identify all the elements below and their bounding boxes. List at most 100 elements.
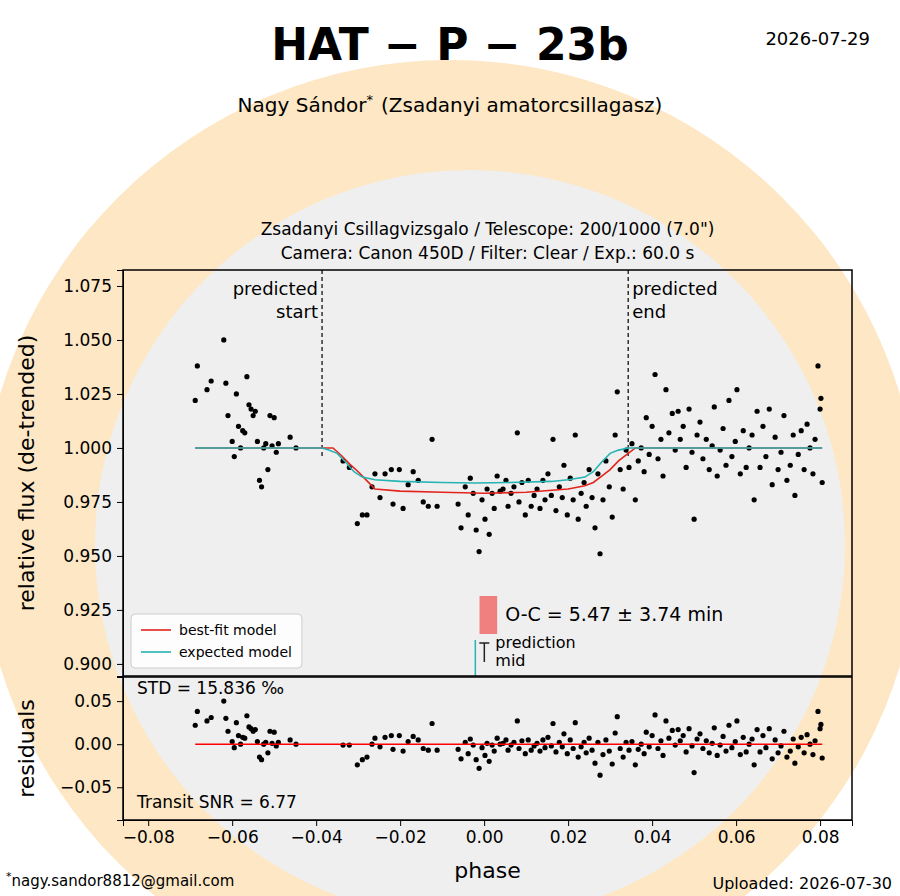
legend-label: expected model	[179, 644, 292, 660]
data-point	[610, 761, 615, 766]
data-point	[636, 458, 641, 463]
t-stem	[484, 643, 486, 662]
tick: 0.05	[74, 691, 123, 711]
data-point	[568, 737, 573, 742]
data-point	[720, 734, 725, 739]
data-point	[429, 437, 434, 442]
instrument-line: Camera: Canon 450D / Filter: Clear / Exp…	[281, 243, 695, 263]
data-point	[529, 504, 534, 509]
data-point	[411, 734, 416, 739]
data-point	[372, 471, 377, 476]
data-point	[718, 742, 723, 747]
data-point	[647, 452, 652, 457]
plot-frame	[123, 270, 852, 676]
tick-mark	[117, 787, 123, 788]
prediction-mid-label: prediction	[495, 633, 575, 652]
tick: 0.925	[63, 600, 123, 620]
tick-label: 0.925	[63, 600, 112, 620]
data-point	[495, 736, 500, 741]
y-axis: 0.9000.9250.9500.9751.0001.0251.0501.075	[63, 271, 123, 677]
data-point	[232, 454, 237, 459]
data-point	[600, 497, 605, 502]
data-point	[760, 733, 765, 738]
data-point	[775, 750, 780, 755]
data-point	[503, 737, 508, 742]
data-point	[484, 741, 489, 746]
data-point	[802, 467, 807, 472]
tick-mark	[117, 664, 123, 665]
data-point	[744, 749, 749, 754]
tick-mark	[117, 286, 123, 287]
data-point	[626, 465, 631, 470]
data-point	[738, 471, 743, 476]
tick-label: −0.08	[123, 827, 175, 847]
data-point	[223, 716, 228, 721]
data-point	[487, 759, 492, 764]
data-point	[429, 721, 434, 726]
data-point	[655, 456, 660, 461]
tick-label: 1.000	[63, 438, 112, 458]
data-point	[360, 757, 365, 762]
predicted-label: predicted	[233, 278, 318, 299]
data-point	[681, 733, 686, 738]
data-point	[757, 749, 762, 754]
data-point	[815, 363, 820, 368]
data-point	[263, 441, 268, 446]
data-point	[389, 733, 394, 738]
data-point	[791, 432, 796, 437]
tick: 0.950	[63, 546, 123, 566]
data-point	[364, 755, 369, 760]
data-point	[537, 748, 542, 753]
data-point	[355, 521, 360, 526]
data-point	[474, 757, 479, 762]
data-point	[615, 389, 620, 394]
data-point	[244, 713, 249, 718]
affiliation: (Zsadanyi amatorcsillagasz)	[381, 93, 662, 117]
data-point	[468, 476, 473, 481]
tick: 0.900	[63, 654, 123, 674]
data-point	[642, 751, 647, 756]
data-point	[650, 733, 655, 738]
data-point	[804, 732, 809, 737]
data-point	[633, 762, 638, 767]
data-point	[253, 727, 258, 732]
data-point	[792, 493, 797, 498]
data-point	[257, 478, 262, 483]
data-point	[720, 426, 725, 431]
data-point	[458, 756, 463, 761]
data-point	[812, 437, 817, 442]
data-point	[655, 746, 660, 751]
data-point	[763, 745, 768, 750]
data-point	[810, 752, 815, 757]
data-point	[426, 504, 431, 509]
data-point	[397, 733, 402, 738]
data-point	[435, 504, 440, 509]
data-point	[589, 495, 594, 500]
data-point	[670, 728, 675, 733]
data-point	[545, 735, 550, 740]
data-point	[576, 755, 581, 760]
data-point	[542, 497, 547, 502]
tick-mark	[316, 820, 317, 826]
data-point	[225, 413, 230, 418]
data-point	[495, 473, 500, 478]
data-point	[242, 736, 247, 741]
data-point	[744, 465, 749, 470]
data-point	[658, 437, 663, 442]
tick-mark	[652, 820, 653, 826]
tick-label: 0.08	[802, 827, 840, 847]
instrument-line: Zsadanyi Csillagvizsgalo / Telescope: 20…	[261, 219, 715, 239]
data-point	[618, 467, 623, 472]
subtitle: Nagy Sándor*(Zsadanyi amatorcsillagasz)	[238, 92, 663, 117]
data-point	[195, 709, 200, 714]
plot-area	[193, 699, 825, 778]
data-point	[694, 736, 699, 741]
data-point	[704, 437, 709, 442]
data-point	[670, 411, 675, 416]
y-axis-title: relative flux (de-trended)	[14, 335, 39, 612]
data-point	[232, 745, 237, 750]
data-point	[660, 753, 665, 758]
data-point	[265, 467, 270, 472]
data-point	[573, 432, 578, 437]
predicted-label: start	[276, 301, 318, 322]
